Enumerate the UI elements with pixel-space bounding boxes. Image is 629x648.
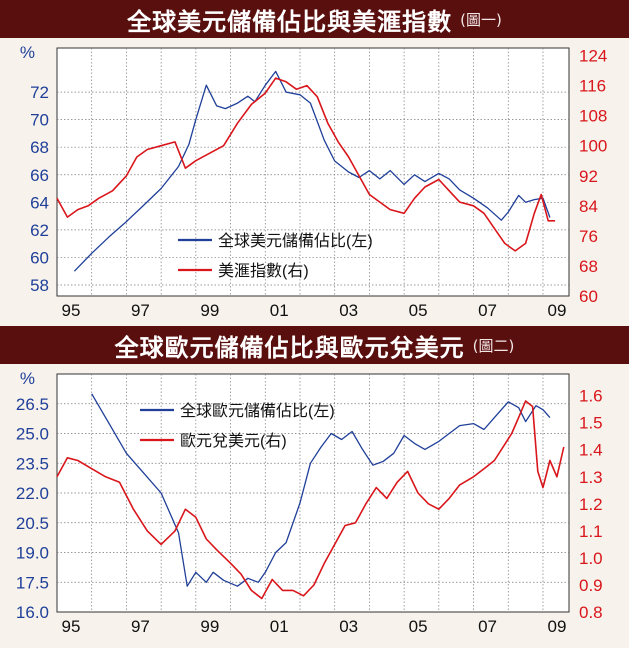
left-tick-label: 66: [30, 166, 49, 185]
left-tick-label: 17.5: [16, 573, 49, 592]
legend-label: 全球歐元儲備佔比(左): [180, 402, 335, 420]
x-tick-label: 09: [548, 301, 567, 320]
right-tick-label: 84: [579, 197, 598, 216]
x-tick-label: 99: [200, 617, 219, 636]
x-tick-label: 07: [478, 617, 497, 636]
right-tick-label: 0.8: [579, 603, 603, 622]
legend-label: 歐元兌美元(右): [180, 432, 287, 450]
right-tick-label: 60: [579, 287, 598, 306]
x-tick-label: 05: [409, 617, 428, 636]
x-tick-label: 01: [270, 301, 289, 320]
right-tick-label: 68: [579, 257, 598, 276]
chart-panel-1: 全球美元儲備佔比與美滙指數 (圖一) 58 60 62 64 66 68 70 72 60 68 7…: [0, 0, 629, 322]
left-tick-label: 72: [30, 83, 49, 102]
right-tick-label: 0.9: [579, 576, 603, 595]
right-tick-label: 1.1: [579, 522, 603, 541]
left-tick-label: 23.5: [16, 454, 49, 473]
chart-title-1: 全球美元儲備佔比與美滙指數: [127, 7, 453, 36]
x-tick-label: 05: [409, 301, 428, 320]
right-tick-label: 1.6: [579, 387, 603, 406]
right-tick-label: 100: [579, 137, 607, 156]
plot-area: [56, 47, 570, 297]
x-tick-label: 95: [62, 301, 81, 320]
chart-2: 16.0 17.5 19.0 20.5 22.0 23.5 25.0 26.5 0.8 0.9 1.…: [16, 369, 603, 636]
left-tick-label: 25.0: [16, 425, 49, 444]
left-tick-label: 22.0: [16, 484, 49, 503]
x-tick-label: 07: [478, 301, 497, 320]
right-tick-label: 1.3: [579, 468, 603, 487]
chart-panel-2: 全球歐元儲備佔比與歐元兌美元 (圖二) 16.0 17.5 19.0 20.5 22.0…: [0, 326, 629, 648]
x-tick-label: 97: [131, 617, 150, 636]
chart-1: 58 60 62 64 66 68 70 72 60 68 76 84 92 100 108 116 124% 9…: [20, 43, 608, 320]
left-axis-unit: %: [20, 43, 35, 62]
left-tick-label: 68: [30, 138, 49, 157]
legend-label: 全球美元儲備佔比(左): [218, 232, 373, 250]
left-tick-label: 64: [30, 193, 49, 212]
legend-label: 美滙指數(右): [218, 262, 309, 280]
x-tick-label: 95: [62, 617, 81, 636]
x-tick-label: 01: [270, 617, 289, 636]
series-line-left: [73, 70, 551, 272]
right-tick-label: 1.5: [579, 414, 603, 433]
right-tick-label: 1.4: [579, 441, 603, 460]
left-tick-label: 58: [30, 276, 49, 295]
left-tick-label: 16.0: [16, 603, 49, 622]
chart-title-note-1: (圖一): [460, 10, 502, 29]
series-line-right: [56, 77, 556, 252]
x-tick-label: 09: [548, 617, 567, 636]
chart-banner-2: 全球歐元儲備佔比與歐元兌美元 (圖二): [0, 326, 629, 364]
right-tick-label: 76: [579, 227, 598, 246]
right-tick-label: 116: [579, 77, 606, 96]
left-tick-label: 62: [30, 221, 49, 240]
left-tick-label: 60: [30, 248, 49, 267]
x-tick-label: 03: [339, 617, 358, 636]
chart-banner-1: 全球美元儲備佔比與美滙指數 (圖一): [0, 0, 629, 38]
left-tick-label: 70: [30, 111, 49, 130]
chart-title-note-2: (圖二): [472, 336, 515, 355]
series-line-left: [91, 393, 551, 587]
left-tick-label: 26.5: [16, 395, 49, 414]
right-tick-label: 124: [579, 47, 607, 66]
x-tick-label: 99: [200, 301, 219, 320]
right-tick-label: 1.0: [579, 549, 603, 568]
left-axis-unit: %: [20, 369, 35, 388]
x-tick-label: 97: [131, 301, 150, 320]
chart-title-2: 全球歐元儲備佔比與歐元兌美元: [114, 333, 465, 362]
left-tick-label: 20.5: [16, 514, 49, 533]
x-tick-label: 03: [339, 301, 358, 320]
series-line-right: [56, 400, 565, 600]
right-tick-label: 1.2: [579, 495, 603, 514]
right-tick-label: 108: [579, 107, 607, 126]
left-tick-label: 19.0: [16, 544, 49, 563]
right-tick-label: 92: [579, 167, 598, 186]
